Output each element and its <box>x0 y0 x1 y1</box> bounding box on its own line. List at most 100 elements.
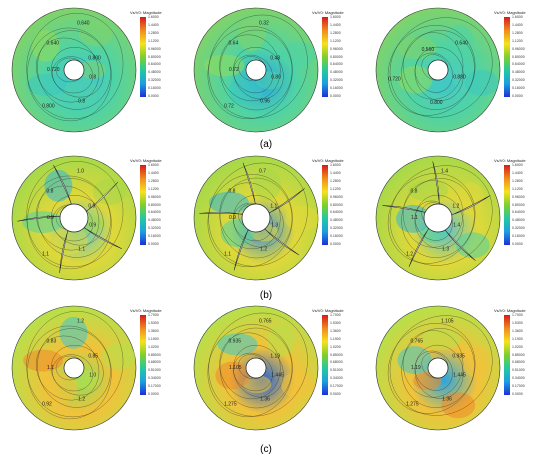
colorbar-tick: 0.34000 <box>512 376 525 381</box>
contour-label: 1.1 <box>224 251 231 257</box>
contour-label: 0.765 <box>411 338 424 344</box>
colorbar-tick: 0.32000 <box>512 78 525 83</box>
colorbar-tick: 0.51000 <box>148 368 161 373</box>
colorbar-tick: 0.48000 <box>330 218 343 223</box>
contour-line <box>401 178 475 258</box>
contour-label: 0.72 <box>224 103 234 109</box>
contour-line <box>233 54 273 94</box>
colorbar-tick: 0.80000 <box>512 202 525 207</box>
colorbar-tick: 1.7000 <box>148 313 159 317</box>
contour-line <box>35 335 100 401</box>
contour-label: 1.1 <box>47 365 54 371</box>
colorbar-tick: 0.64000 <box>512 210 525 215</box>
contour-label: 1.36 <box>442 397 452 403</box>
contour-label: 0.7 <box>259 169 266 175</box>
colorbar-title: Vs/V0: Magnitude <box>130 158 162 163</box>
colorbar-tick: 0.34000 <box>148 376 161 381</box>
colorbar <box>504 165 510 245</box>
colorbar-tick: 1.7000 <box>512 313 523 317</box>
contour-label: 0.640 <box>77 21 90 27</box>
colorbar <box>504 17 510 97</box>
contour-region <box>26 73 67 96</box>
contour-line <box>51 345 104 396</box>
velocity-contour-disc: 1.445 1.36 1.275 1.19 0.765 1.105 0.935 <box>375 305 501 431</box>
colorbar-tick: 0.80000 <box>330 202 343 207</box>
colorbar-tick: 0.80000 <box>330 54 343 59</box>
contour-label: 0.800 <box>88 55 101 61</box>
colorbar-tick: 1.0200 <box>512 344 523 349</box>
contour-label: 0.8 <box>47 188 54 194</box>
colorbar-tick: 1.5300 <box>148 320 159 325</box>
colorbar-tick: 0.48000 <box>512 218 525 223</box>
contour-label: 1.2 <box>260 247 267 253</box>
contour-region <box>398 65 433 94</box>
contour-label: 0.92 <box>42 401 52 407</box>
contour-region <box>208 191 249 214</box>
contour-line <box>52 56 94 94</box>
contour-label: 0.32 <box>259 21 269 27</box>
contour-label: 0.8 <box>411 188 418 194</box>
contour-line <box>51 47 104 98</box>
contour-region <box>441 392 476 419</box>
contour-label: 0.48 <box>270 55 280 61</box>
contour-label: 1.275 <box>406 401 419 407</box>
contour-label: 1.2 <box>78 397 85 403</box>
contour-panel: 0.80 0.96 0.72 0.72 0.64 0.32 0.48 Vs/V0: Magni… <box>190 6 350 136</box>
contour-region <box>101 343 136 370</box>
contour-label: 1.2 <box>452 203 459 209</box>
colorbar-tick: 0.68000 <box>512 360 525 365</box>
contour-line <box>27 27 112 122</box>
contour-label: 0.8 <box>229 188 236 194</box>
row-label-a: (a) <box>259 139 273 150</box>
contour-panel: 0.880 0.800 0.720 0.560 0.640 Vs/V0: Magnitud… <box>372 6 532 136</box>
contour-label: 1.1 <box>42 251 49 257</box>
contour-region <box>396 204 431 233</box>
velocity-contour-disc: 0.880 0.800 0.720 0.560 0.640 <box>375 7 501 133</box>
contour-label: 0.560 <box>422 47 435 53</box>
contour-label: 0.800 <box>430 100 443 106</box>
contour-label: 0.640 <box>455 40 468 46</box>
colorbar-title: Vs/V0: Magnitude <box>130 10 162 15</box>
hub <box>63 357 85 379</box>
colorbar-tick: 1.6000 <box>512 163 523 167</box>
contour-region <box>397 37 438 60</box>
colorbar <box>322 315 328 395</box>
contour-region <box>22 211 63 234</box>
contour-line <box>219 177 293 259</box>
contour-label: 0.765 <box>259 319 272 325</box>
colorbar-title: Vs/V0: Magnitude <box>494 308 526 313</box>
contour-line <box>387 25 476 116</box>
contour-line <box>219 327 293 409</box>
contour-line <box>414 194 464 249</box>
colorbar-tick: 0.0000 <box>330 94 341 98</box>
colorbar-tick: 0.0000 <box>512 94 523 98</box>
contour-label: 0.72 <box>229 67 239 73</box>
contour-line <box>208 162 308 267</box>
colorbar-tick: 1.4400 <box>330 22 341 27</box>
colorbar-tick: 1.2800 <box>512 30 523 35</box>
contour-line <box>26 161 124 268</box>
colorbar-tick: 0.16000 <box>148 86 161 91</box>
contour-label: 0.8 <box>78 99 85 105</box>
colorbar-tick: 0.64000 <box>330 210 343 215</box>
colorbar <box>322 17 328 97</box>
colorbar-tick: 0.16000 <box>330 86 343 91</box>
contour-label: 1.0 <box>89 373 96 379</box>
contour-line <box>207 174 293 267</box>
colorbar-tick: 0.96000 <box>512 46 525 51</box>
contour-label: 1.3 <box>442 247 449 253</box>
contour-label: 1.4 <box>453 223 460 229</box>
contour-line <box>414 46 464 101</box>
colorbar <box>140 165 146 245</box>
hub <box>423 203 453 233</box>
contour-label: 0.8 <box>89 75 96 81</box>
velocity-contour-disc: 1.0 1.2 0.92 1.1 0.83 1.2 0.85 <box>11 305 137 431</box>
colorbar-tick: 0.96000 <box>148 46 161 51</box>
contour-line <box>219 182 281 250</box>
colorbar-tick: 1.3600 <box>512 328 523 333</box>
contour-line <box>402 330 464 398</box>
contour-region <box>78 20 113 47</box>
contour-region <box>204 54 245 77</box>
hub <box>59 203 89 233</box>
contour-label: 1.445 <box>271 373 284 379</box>
